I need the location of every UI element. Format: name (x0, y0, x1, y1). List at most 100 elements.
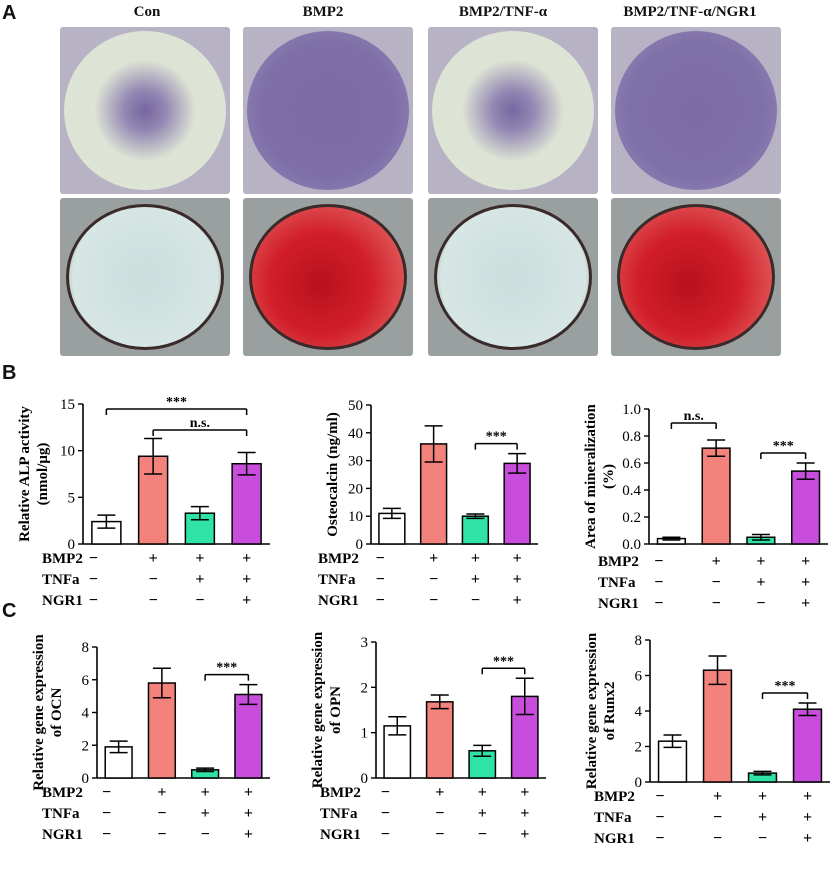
ocn-tnfa-sign-1: − (157, 805, 166, 822)
ocn_prot-tnfa-sign-3: + (513, 571, 522, 588)
ocn_prot-row-label-bmp2: BMP2 (318, 551, 359, 567)
column-title-bmp2: BMP2 (302, 4, 344, 20)
alp-significance-1: n.s. (190, 416, 210, 431)
ocn_prot-y-tick-label-5: 50 (348, 398, 363, 414)
opn-bmp2-sign-3: + (520, 784, 529, 801)
ocn-y-tick-label-4: 8 (82, 640, 90, 656)
mineral-bmp2-sign-1: + (712, 553, 721, 570)
alp-y-tick-label-0: 0 (68, 537, 76, 553)
runx2-row-label-tnfa: TNFa (594, 810, 632, 826)
runx2-bmp2-sign-2: + (758, 788, 767, 805)
alp-y-tick-label-1: 5 (68, 490, 76, 506)
runx2-row-label-bmp2: BMP2 (594, 789, 635, 805)
ocn-bar-bmp2 (147, 682, 177, 779)
mineral-row-label-ngr1: NGR1 (598, 596, 639, 612)
ocn-bar-bmp2-tnf-ngr1 (234, 693, 263, 779)
alizarin-red-photo-0 (60, 198, 230, 356)
alp-tnfa-sign-0: − (89, 571, 98, 588)
opn-tnfa-sign-0: − (381, 805, 390, 822)
ocn_prot-bmp2-sign-0: − (376, 550, 385, 567)
ocn-tnfa-sign-3: + (244, 805, 253, 822)
column-title-con: Con (133, 4, 161, 20)
ocn-row-label-ngr1: NGR1 (42, 827, 83, 843)
opn-bmp2-sign-0: − (381, 784, 390, 801)
mineral-bmp2-sign-2: + (756, 553, 765, 570)
alp-ngr1-sign-0: − (89, 592, 98, 609)
ocn_prot-ngr1-sign-3: + (513, 592, 522, 609)
runx2-ngr1-sign-3: + (803, 830, 812, 847)
runx2-row-label-ngr1: NGR1 (594, 831, 635, 847)
alp-tnfa-sign-3: + (242, 571, 251, 588)
runx2-tnfa-sign-2: + (758, 809, 767, 826)
opn-tnfa-sign-3: + (520, 805, 529, 822)
mineral-tnfa-sign-3: + (801, 574, 810, 591)
alp-bar-bmp2-tnf-ngr1 (231, 462, 262, 545)
alp-y-tick-label-3: 15 (60, 397, 75, 413)
alp-ngr1-sign-1: − (149, 592, 158, 609)
alp-y-label-1: (nmol/μg) (35, 443, 51, 506)
opn-tnfa-sign-2: + (478, 805, 487, 822)
alp-stain-photo-0 (60, 27, 230, 194)
mineral-y-tick-label-3: 0.6 (622, 456, 641, 472)
ocn-bmp2-sign-0: − (102, 784, 111, 801)
runx2-tnfa-sign-1: − (713, 809, 722, 826)
alp-row-label-ngr1: NGR1 (42, 593, 83, 609)
ocn_prot-y-tick-label-4: 40 (348, 426, 363, 442)
runx2-bmp2-sign-1: + (713, 788, 722, 805)
ocn-tnfa-sign-2: + (201, 805, 210, 822)
ocn_prot-y-tick-label-0: 0 (356, 537, 364, 553)
ocn-y-tick-label-2: 4 (82, 706, 90, 722)
runx2-bar-bmp2-tnf-ngr1 (792, 708, 823, 783)
ocn-ngr1-sign-3: + (244, 826, 253, 843)
mineral-y-tick-label-1: 0.2 (622, 510, 641, 526)
alp-tnfa-sign-2: + (195, 571, 204, 588)
mineral-y-tick-label-0: 0.0 (622, 537, 641, 553)
ocn-bmp2-sign-3: + (244, 784, 253, 801)
mineral-significance-1: *** (773, 439, 794, 454)
runx2-tnfa-sign-0: − (655, 809, 664, 826)
runx2-y-tick-label-2: 4 (635, 704, 643, 720)
ocn-row-label-tnfa: TNFa (42, 806, 80, 822)
ocn_prot-significance-0: *** (486, 430, 507, 445)
mineral-y-tick-label-2: 0.4 (622, 483, 641, 499)
runx2-tnfa-sign-3: + (803, 809, 812, 826)
ocn-ngr1-sign-0: − (102, 826, 111, 843)
opn-y-tick-label-0: 0 (361, 771, 369, 787)
ocn-y-tick-label-1: 2 (82, 738, 90, 754)
ocn-row-label-bmp2: BMP2 (42, 785, 83, 801)
alp-ngr1-sign-3: + (242, 592, 251, 609)
ocn-tnfa-sign-0: − (102, 805, 111, 822)
ocn-y-label-1: of OCN (49, 688, 65, 738)
alp-stain-photo-3 (611, 27, 781, 194)
opn-row-label-ngr1: NGR1 (320, 827, 361, 843)
alp-bmp2-sign-1: + (149, 550, 158, 567)
opn-ngr1-sign-0: − (381, 826, 390, 843)
opn-y-tick-label-1: 1 (361, 726, 369, 742)
runx2-y-tick-label-0: 0 (635, 775, 643, 791)
ocn_prot-ngr1-sign-1: − (429, 592, 438, 609)
runx2-y-tick-label-3: 6 (635, 669, 643, 685)
alp-bmp2-sign-2: + (195, 550, 204, 567)
mineral-row-label-bmp2: BMP2 (598, 554, 639, 570)
ocn_prot-bar-bmp2-tnf (461, 515, 490, 545)
alp-y-label-0: Relative ALP activity (17, 406, 33, 542)
opn-tnfa-sign-1: − (435, 805, 444, 822)
ocn-ngr1-sign-2: − (201, 826, 210, 843)
mineral-ngr1-sign-3: + (801, 595, 810, 612)
opn-bmp2-sign-1: + (435, 784, 444, 801)
mineral-tnfa-sign-1: − (712, 574, 721, 591)
mineral-row-label-tnfa: TNFa (598, 575, 636, 591)
opn-y-label-1: of OPN (328, 686, 344, 734)
ocn_prot-y-tick-label-2: 20 (348, 481, 363, 497)
opn-y-tick-label-3: 3 (361, 635, 369, 651)
ocn-y-label-0: Relative gene expression (31, 634, 47, 791)
alp-bmp2-sign-0: − (89, 550, 98, 567)
alizarin-red-photo-2 (428, 198, 598, 356)
mineral-bar-bmp2 (701, 447, 731, 545)
column-title-bmp2-tnf: BMP2/TNF-α (458, 4, 548, 20)
ocn_prot-tnfa-sign-1: − (429, 571, 438, 588)
runx2-ngr1-sign-1: − (713, 830, 722, 847)
ocn_prot-ngr1-sign-2: − (471, 592, 480, 609)
ocn-y-tick-label-3: 6 (82, 673, 90, 689)
ocn-significance-0: *** (216, 661, 237, 676)
